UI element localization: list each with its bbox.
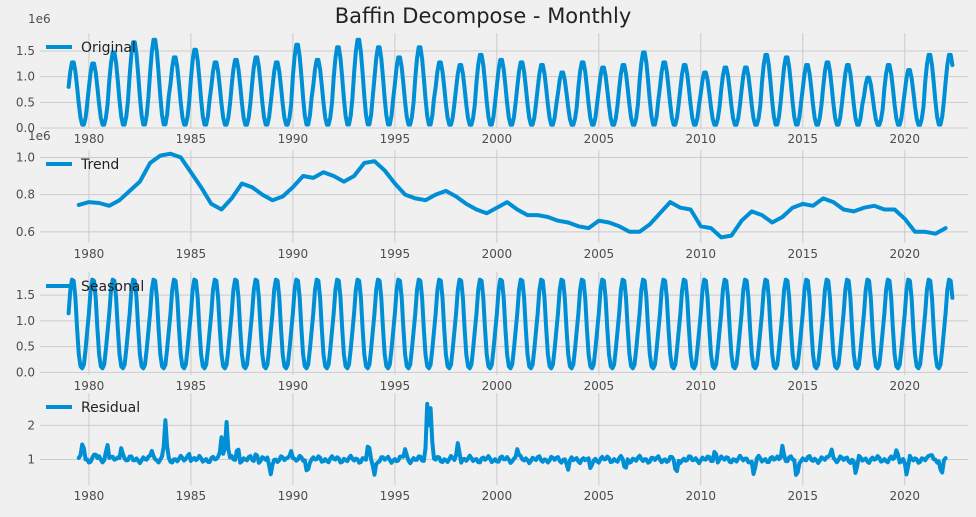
original-xtick-label: 2000 (482, 132, 513, 146)
residual-ytick-label: 2 (27, 418, 35, 432)
residual-ytick-label: 1 (27, 452, 35, 466)
trend-xtick-label: 1990 (278, 247, 309, 261)
original-xtick-label: 2005 (584, 132, 615, 146)
original-xtick-label: 1980 (74, 132, 105, 146)
trend-xtick-label: 2020 (890, 247, 921, 261)
trend-xtick-label: 1995 (380, 247, 411, 261)
residual-xtick-label: 2015 (788, 489, 819, 503)
trend-xtick-label: 2015 (788, 247, 819, 261)
original-ytick-label: 0.5 (16, 95, 35, 109)
residual-legend-label: Residual (81, 400, 140, 416)
seasonal-xtick-label: 2010 (686, 379, 717, 393)
seasonal-xtick-label: 2015 (788, 379, 819, 393)
seasonal-xtick-label: 2020 (890, 379, 921, 393)
residual-xtick-label: 1980 (74, 489, 105, 503)
trend-ytick-label: 0.8 (16, 188, 35, 202)
original-xtick-label: 1995 (380, 132, 411, 146)
seasonal-xtick-label: 1985 (176, 379, 207, 393)
seasonal-xtick-label: 1995 (380, 379, 411, 393)
trend-series-line (76, 151, 948, 240)
original-ytick-label: 1.5 (16, 44, 35, 58)
original-panel: 1980 1985 1990 1995 2000 2005 2010 2015 2020 0.0 0… (16, 12, 968, 146)
original-ytick-label: 0.0 (16, 121, 35, 135)
trend-xtick-label: 2010 (686, 247, 717, 261)
seasonal-ytick-label: 1.5 (16, 288, 35, 302)
seasonal-ytick-label: 0.0 (16, 365, 35, 379)
seasonal-xtick-label: 2000 (482, 379, 513, 393)
original-offset-label: 1e6 (28, 12, 51, 26)
trend-offset-label: 1e6 (28, 129, 51, 143)
figure-title: Baffin Decompose - Monthly (335, 4, 632, 28)
original-series-line (66, 37, 955, 127)
seasonal-panel: 1980 1985 1990 1995 2000 2005 2010 2015 2020 0.0 0… (16, 272, 968, 393)
trend-legend-label: Trend (80, 157, 119, 173)
trend-xtick-label: 1985 (176, 247, 207, 261)
original-xtick-label: 2015 (788, 132, 819, 146)
trend-xtick-label: 2000 (482, 247, 513, 261)
seasonal-series-line (66, 277, 955, 371)
original-ytick-label: 1.0 (16, 70, 35, 84)
original-xtick-label: 2020 (890, 132, 921, 146)
seasonal-xtick-label: 1990 (278, 379, 309, 393)
seasonal-legend-label: Seasonal (81, 279, 144, 295)
residual-series-line (76, 401, 948, 477)
original-legend-label: Original (81, 40, 136, 56)
seasonal-ytick-label: 1.0 (16, 314, 35, 328)
residual-xtick-label: 2000 (482, 489, 513, 503)
residual-xtick-label: 2010 (686, 489, 717, 503)
seasonal-xtick-label: 2005 (584, 379, 615, 393)
original-xtick-label: 1990 (278, 132, 309, 146)
original-xtick-label: 1985 (176, 132, 207, 146)
trend-panel: 1980 1985 1990 1995 2000 2005 2010 2015 2020 0.6 0… (16, 129, 968, 261)
trend-ytick-label: 0.6 (16, 225, 35, 239)
residual-xtick-label: 2020 (890, 489, 921, 503)
seasonal-xtick-label: 1980 (74, 379, 105, 393)
residual-xtick-label: 1990 (278, 489, 309, 503)
trend-xtick-label: 2005 (584, 247, 615, 261)
trend-ytick-label: 1.0 (16, 150, 35, 164)
seasonal-ytick-label: 0.5 (16, 340, 35, 354)
residual-panel: 1980 1985 1990 1995 2000 2005 2010 2015 2020 1 2 Re… (27, 393, 968, 503)
residual-xtick-label: 2005 (584, 489, 615, 503)
residual-xtick-label: 1995 (380, 489, 411, 503)
residual-xtick-label: 1985 (176, 489, 207, 503)
trend-xtick-label: 1980 (74, 247, 105, 261)
original-xtick-label: 2010 (686, 132, 717, 146)
